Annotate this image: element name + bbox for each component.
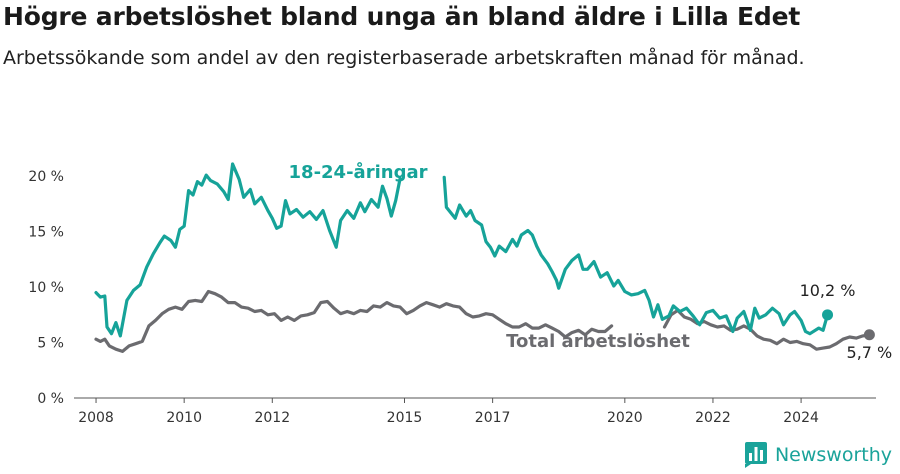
chart-subtitle: Arbetssökande som andel av den registerb… [3, 47, 805, 69]
y-tick-label: 20 % [28, 169, 64, 185]
brand-name: Newsworthy [774, 444, 892, 466]
youth-series-line [442, 175, 830, 336]
y-tick-label: 10 % [28, 280, 64, 296]
total-series-label: Total arbetslöshet [506, 331, 690, 352]
total-end-value-label: 5,7 % [847, 343, 893, 362]
x-tick-label: 2020 [607, 410, 643, 426]
x-tick-label: 2022 [695, 410, 731, 426]
youth-series-line [94, 162, 402, 338]
series-lines [94, 162, 871, 353]
brand: Newsworthy [744, 442, 892, 468]
total-end-point [863, 329, 875, 341]
x-tick-label: 2012 [254, 410, 290, 426]
youth-end-point [822, 309, 834, 321]
y-tick-label: 0 % [37, 391, 64, 407]
x-tick-label: 2008 [78, 410, 114, 426]
chart-title: Högre arbetslöshet bland unga än bland ä… [3, 2, 801, 31]
x-tick-label: 2017 [475, 410, 511, 426]
youth-series-label: 18-24-åringar [289, 161, 428, 183]
total-series-line [94, 289, 614, 353]
youth-end-value-label: 10,2 % [800, 281, 856, 300]
y-axis: 0 % 5 % 10 % 15 % 20 % [28, 169, 64, 407]
y-tick-label: 5 % [37, 336, 64, 352]
x-tick-label: 2010 [166, 410, 202, 426]
y-tick-label: 15 % [28, 225, 64, 241]
series-labels: 10,2 % 5,7 % 18-24-åringar Total arbetslösh… [289, 161, 893, 362]
x-axis: 2008 2010 2012 2015 2017 2020 2022 2024 [74, 397, 876, 426]
x-tick-label: 2015 [387, 410, 423, 426]
newsworthy-bar-chart-logo-icon [744, 442, 767, 468]
x-tick-label: 2024 [783, 410, 819, 426]
